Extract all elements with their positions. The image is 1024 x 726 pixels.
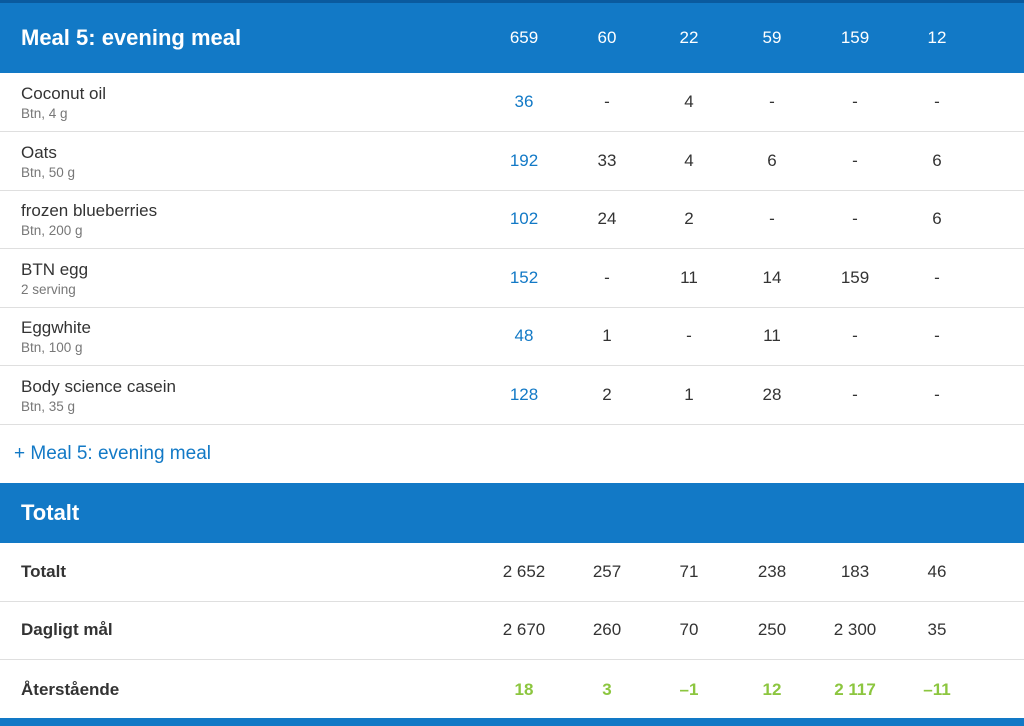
goal-col4: 250: [757, 620, 787, 639]
food-row[interactable]: Oats Btn, 50 g 192 33 4 6 - 6: [0, 132, 1024, 191]
food-name: frozen blueberries: [21, 201, 158, 220]
food-col6: 6: [932, 151, 942, 170]
add-food-link[interactable]: + Meal 5: evening meal: [14, 443, 211, 464]
food-name: Body science casein: [21, 377, 176, 396]
remaining-col5: 2 117: [834, 679, 876, 699]
food-col4: 11: [763, 326, 781, 345]
daily-goal-row: Dagligt mål 2 670 260 70 250 2 300 35: [0, 601, 1024, 660]
food-row[interactable]: frozen blueberries Btn, 200 g 102 24 2 -…: [0, 190, 1024, 249]
food-kcal-link[interactable]: 192: [509, 151, 539, 170]
food-col6: -: [934, 385, 940, 404]
food-col2: 2: [602, 385, 612, 404]
food-col2: 1: [602, 326, 612, 345]
food-row[interactable]: Eggwhite Btn, 100 g 48 1 - 11 - -: [0, 307, 1024, 366]
food-kcal-link[interactable]: 152: [509, 268, 539, 287]
food-col3: 4: [684, 151, 694, 170]
food-col6: -: [934, 326, 940, 345]
food-col5: -: [852, 92, 858, 111]
meal-kcal-total: 659: [509, 28, 539, 47]
food-col6: -: [934, 268, 940, 287]
food-col2: 33: [597, 151, 617, 170]
total-label: Totalt: [21, 562, 67, 581]
meal-col4-total: 59: [762, 28, 782, 47]
food-kcal-link[interactable]: 36: [514, 92, 534, 111]
food-col3: -: [686, 326, 692, 345]
food-portion: Btn, 35 g: [21, 399, 76, 414]
total-col5: 183: [840, 562, 870, 581]
meal-col3-total: 22: [679, 28, 699, 47]
food-row[interactable]: Body science casein Btn, 35 g 128 2 1 28…: [0, 366, 1024, 425]
remaining-col6: –11: [923, 679, 951, 699]
total-row: Totalt 2 652 257 71 238 183 46: [0, 543, 1024, 602]
food-col4: -: [769, 92, 775, 111]
food-col5: 159: [840, 268, 870, 287]
food-col2: -: [604, 268, 610, 287]
food-kcal-link[interactable]: 102: [509, 209, 539, 228]
goal-col6: 35: [927, 620, 947, 639]
meal-title: Meal 5: evening meal: [21, 25, 242, 50]
total-col4: 238: [757, 562, 787, 581]
food-col6: -: [934, 92, 940, 111]
remaining-col2: 3: [602, 679, 612, 699]
food-portion: Btn, 4 g: [21, 106, 68, 121]
total-col3: 71: [679, 562, 699, 581]
food-portion: Btn, 100 g: [21, 340, 83, 355]
food-col3: 4: [684, 92, 694, 111]
food-name: BTN egg: [21, 260, 89, 279]
food-col5: -: [852, 326, 858, 345]
total-col1: 2 652: [502, 562, 546, 581]
food-col2: -: [604, 92, 610, 111]
total-col2: 257: [592, 562, 622, 581]
food-name: Eggwhite: [21, 318, 91, 337]
meal-col5-total: 159: [840, 28, 870, 47]
food-col2: 24: [597, 209, 617, 228]
goal-col1: 2 670: [502, 620, 546, 639]
remaining-label: Återstående: [21, 679, 120, 699]
food-col6: 6: [932, 209, 942, 228]
food-col5: -: [852, 151, 858, 170]
bottom-bar: [0, 718, 1024, 726]
food-col4: 14: [762, 268, 782, 287]
remaining-col3: –1: [679, 679, 699, 699]
food-col5: -: [852, 209, 858, 228]
food-col5: -: [852, 385, 858, 404]
remaining-row: Återstående 18 3 –1 12 2 117 –11: [0, 660, 1024, 719]
food-portion: Btn, 200 g: [21, 223, 83, 238]
food-col4: 6: [767, 151, 777, 170]
food-col4: 28: [762, 385, 782, 404]
total-title: Totalt: [21, 500, 80, 525]
food-kcal-link[interactable]: 128: [509, 385, 539, 404]
top-edge: [0, 0, 1024, 3]
remaining-col1: 18: [514, 679, 534, 699]
total-col6: 46: [927, 562, 947, 581]
food-name: Oats: [21, 143, 57, 162]
food-col3: 11: [680, 268, 698, 287]
daily-goal-label: Dagligt mål: [21, 620, 113, 639]
food-col3: 2: [684, 209, 694, 228]
goal-col3: 70: [679, 620, 699, 639]
food-portion: Btn, 50 g: [21, 165, 76, 180]
food-row[interactable]: Coconut oil Btn, 4 g 36 - 4 - - -: [0, 73, 1024, 132]
meal-col2-total: 60: [597, 28, 617, 47]
total-header: Totalt: [0, 483, 1024, 543]
remaining-col4: 12: [762, 679, 782, 699]
food-kcal-link[interactable]: 48: [514, 326, 534, 345]
meal-header: Meal 5: evening meal 659 60 22 59 159 12: [0, 3, 1024, 73]
food-row[interactable]: BTN egg 2 serving 152 - 11 14 159 -: [0, 249, 1024, 308]
food-name: Coconut oil: [21, 84, 107, 103]
food-col4: -: [769, 209, 775, 228]
goal-col2: 260: [592, 620, 622, 639]
meal-col6-total: 12: [927, 28, 947, 47]
food-col3: 1: [684, 385, 694, 404]
food-portion: 2 serving: [21, 282, 76, 297]
goal-col5: 2 300: [833, 620, 877, 639]
